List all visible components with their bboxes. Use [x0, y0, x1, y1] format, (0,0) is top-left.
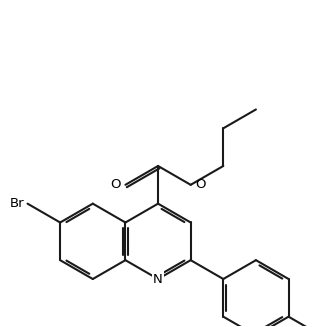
Text: O: O: [110, 178, 120, 191]
Text: Br: Br: [10, 197, 25, 210]
Text: N: N: [153, 272, 163, 285]
Text: O: O: [195, 178, 206, 191]
